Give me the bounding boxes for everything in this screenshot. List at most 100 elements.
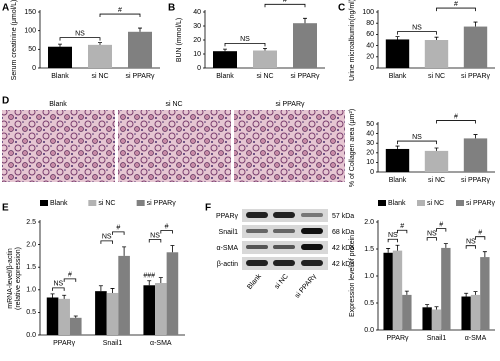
y-tick-label: 20 bbox=[366, 150, 374, 157]
panel-label: D bbox=[2, 96, 9, 107]
y-tick-label: 150 bbox=[24, 9, 36, 16]
bar bbox=[253, 50, 277, 68]
error-bar bbox=[395, 36, 400, 40]
error-bar bbox=[73, 315, 78, 318]
y-tick-label: 2.5 bbox=[26, 219, 36, 226]
band bbox=[246, 229, 268, 233]
error-bar bbox=[110, 288, 115, 293]
micrograph-label: si PPARγ bbox=[275, 101, 305, 108]
y-tick-label: 1.5 bbox=[26, 264, 36, 271]
y-tick-label: 0.0 bbox=[26, 332, 36, 339]
y-tick-label: 50 bbox=[28, 46, 36, 53]
x-tick-label: α-SMA bbox=[465, 335, 487, 342]
x-tick-label: PPARγ bbox=[53, 340, 76, 347]
annotation: # bbox=[478, 230, 482, 237]
x-tick-label: si PPARγ bbox=[461, 177, 491, 184]
y-tick-label: 60 bbox=[366, 31, 374, 38]
size-label: 42 kDa bbox=[332, 261, 354, 268]
micrograph-panel: D Blank si NC si PPARγ bbox=[2, 96, 345, 182]
micrograph-label: Blank bbox=[49, 101, 67, 108]
bracket bbox=[160, 230, 173, 234]
error-bar bbox=[62, 294, 67, 299]
size-label: 68 kDa bbox=[332, 229, 354, 236]
error-bar bbox=[434, 147, 439, 151]
lane-label: si NC bbox=[274, 273, 290, 291]
error-bar bbox=[425, 304, 430, 308]
y-tick-label: 0 bbox=[32, 65, 36, 72]
y-tick-label: 10 bbox=[193, 51, 201, 58]
y-axis-label: mRNA-level/β-actin bbox=[7, 248, 14, 309]
y-tick-label: 10 bbox=[366, 159, 374, 166]
legend-label: si PPARγ bbox=[147, 200, 177, 207]
legend-swatch bbox=[88, 200, 97, 206]
bar bbox=[58, 298, 70, 335]
y-axis-label: Urine microalbumin(ng/ml) bbox=[349, 0, 356, 81]
bar bbox=[48, 46, 72, 68]
annotation: # bbox=[454, 1, 458, 8]
x-tick-label: PPARγ bbox=[386, 335, 409, 342]
protein-label: Snail1 bbox=[219, 229, 239, 236]
band bbox=[246, 260, 268, 266]
error-bar bbox=[50, 293, 55, 298]
bar bbox=[470, 294, 481, 330]
bracket bbox=[52, 287, 65, 291]
bar bbox=[385, 39, 410, 68]
bar bbox=[383, 252, 393, 330]
y-tick-label: 1.5 bbox=[364, 246, 374, 253]
error-bar bbox=[395, 145, 400, 149]
bar bbox=[461, 296, 471, 330]
annotation: # bbox=[400, 223, 404, 230]
band bbox=[301, 244, 323, 250]
y-tick-label: 0.0 bbox=[364, 327, 374, 334]
legend-swatch bbox=[40, 200, 48, 206]
error-bar bbox=[443, 243, 448, 248]
legend-label: Blank bbox=[50, 200, 68, 207]
legend-label: si NC bbox=[427, 200, 444, 207]
y-axis-label: Expression level of protein bbox=[349, 235, 356, 317]
annotation: # bbox=[116, 225, 120, 232]
micrograph bbox=[234, 110, 345, 182]
legend-swatch bbox=[136, 200, 145, 206]
x-tick-label: si NC bbox=[428, 177, 445, 184]
annotation: NS bbox=[240, 36, 250, 43]
bracket bbox=[465, 245, 476, 249]
y-tick-label: 30 bbox=[193, 23, 201, 30]
bar bbox=[128, 31, 152, 68]
bracket bbox=[59, 37, 101, 41]
y-axis-label: % of Collagen area (μm²) bbox=[349, 109, 356, 187]
bar bbox=[402, 294, 412, 330]
bar bbox=[463, 26, 488, 69]
bar bbox=[441, 247, 451, 330]
y-tick-label: 2.0 bbox=[364, 219, 374, 226]
x-tick-label: si NC bbox=[91, 73, 108, 80]
x-tick-label: Blank bbox=[216, 73, 234, 80]
y-tick-label: 30 bbox=[366, 140, 374, 147]
y-tick-label: 2.0 bbox=[26, 241, 36, 248]
annotation: NS bbox=[102, 234, 112, 241]
error-bar bbox=[138, 27, 142, 32]
error-bar bbox=[473, 21, 478, 27]
x-tick-label: Blank bbox=[389, 177, 407, 184]
error-bar bbox=[395, 244, 400, 251]
size-label: 42 kDa bbox=[332, 245, 354, 252]
bracket bbox=[148, 239, 162, 243]
error-bar bbox=[303, 17, 307, 24]
annotation: # bbox=[439, 221, 443, 228]
error-bar bbox=[473, 134, 478, 139]
x-tick-label: α-SMA bbox=[150, 340, 172, 347]
y-tick-label: 0 bbox=[370, 169, 374, 176]
panel-label: F bbox=[205, 203, 211, 214]
bar bbox=[480, 257, 490, 330]
bar bbox=[46, 297, 59, 335]
y-tick-label: 0.5 bbox=[364, 300, 374, 307]
panel-label: C bbox=[338, 3, 345, 14]
band bbox=[273, 245, 295, 249]
bar bbox=[463, 138, 488, 172]
error-bar bbox=[482, 251, 487, 258]
x-tick-label: si PPARγ bbox=[125, 73, 155, 80]
bar bbox=[424, 40, 449, 68]
error-bar bbox=[158, 277, 163, 284]
band bbox=[273, 260, 295, 266]
band bbox=[273, 212, 295, 218]
bar bbox=[106, 292, 119, 335]
